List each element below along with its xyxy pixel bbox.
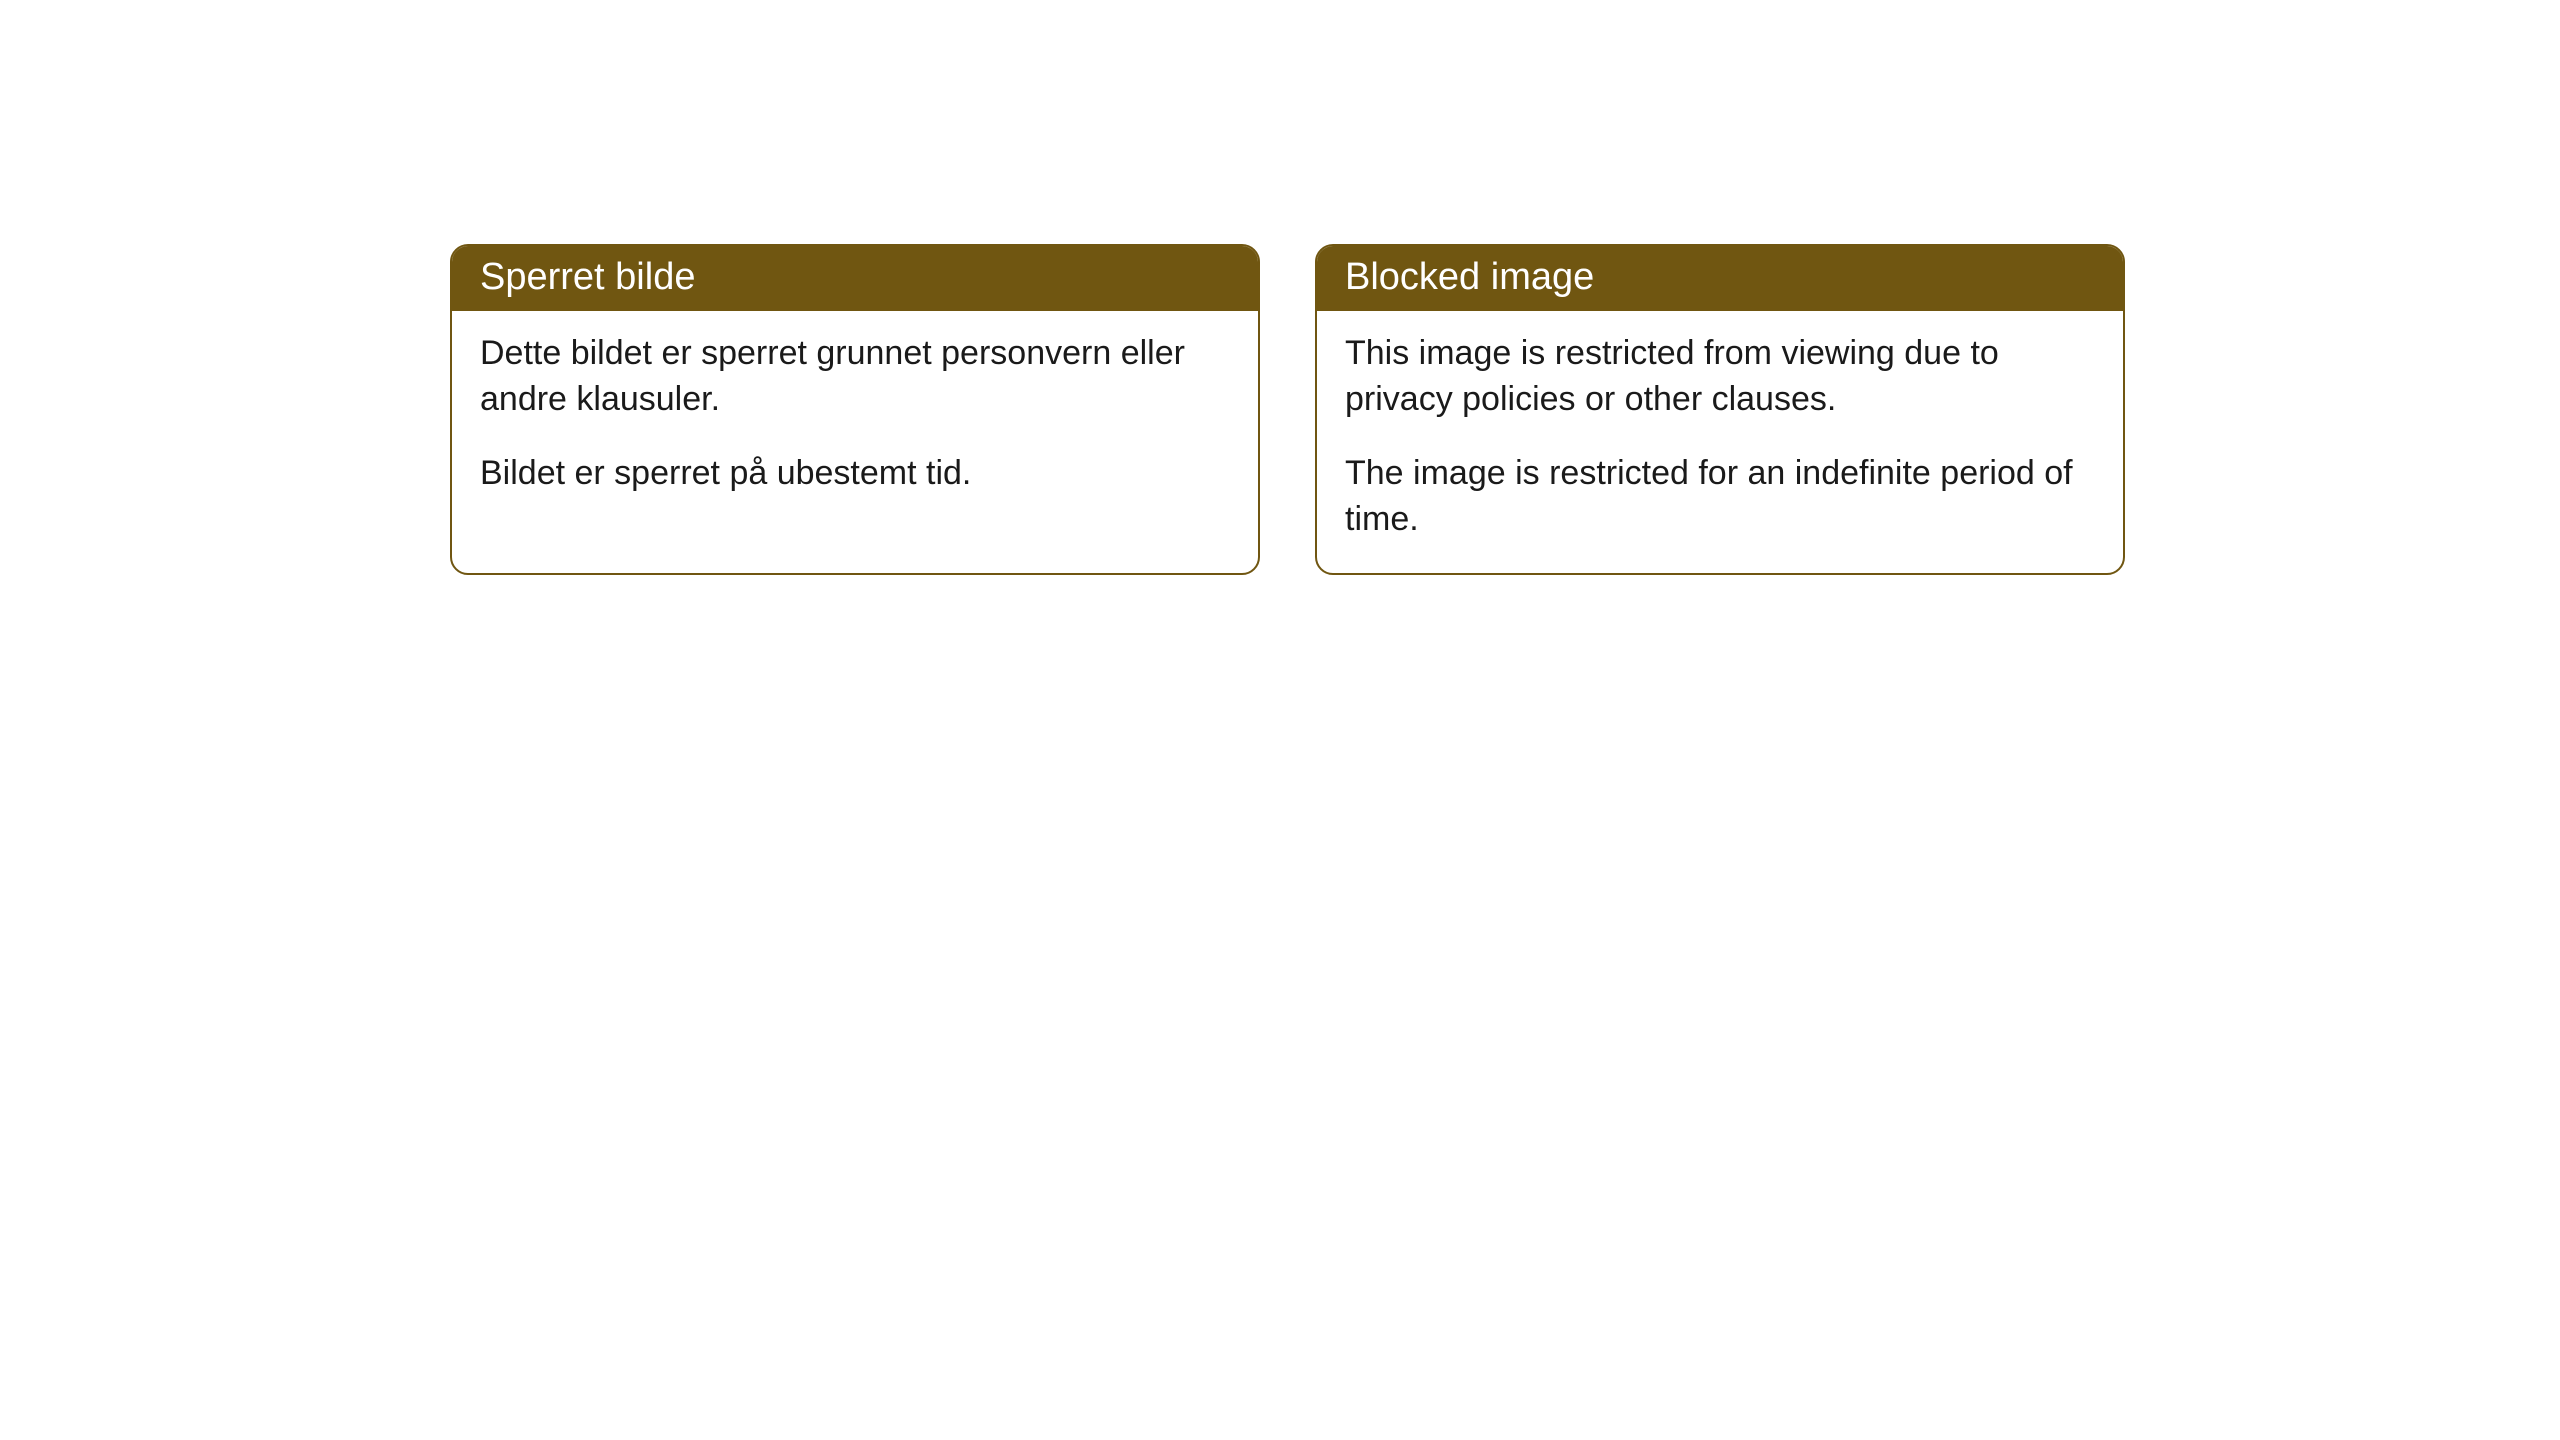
- card-body-en: This image is restricted from viewing du…: [1317, 311, 2123, 573]
- card-header-en: Blocked image: [1317, 246, 2123, 311]
- card-title-no: Sperret bilde: [480, 256, 695, 298]
- card-title-en: Blocked image: [1345, 256, 1594, 298]
- card-paragraph-no-1: Dette bildet er sperret grunnet personve…: [480, 331, 1230, 423]
- notice-cards-container: Sperret bilde Dette bildet er sperret gr…: [450, 244, 2125, 575]
- card-header-no: Sperret bilde: [452, 246, 1258, 311]
- blocked-image-card-no: Sperret bilde Dette bildet er sperret gr…: [450, 244, 1260, 575]
- card-body-no: Dette bildet er sperret grunnet personve…: [452, 311, 1258, 527]
- card-paragraph-en-1: This image is restricted from viewing du…: [1345, 331, 2095, 423]
- card-paragraph-en-2: The image is restricted for an indefinit…: [1345, 451, 2095, 543]
- card-paragraph-no-2: Bildet er sperret på ubestemt tid.: [480, 451, 1230, 497]
- blocked-image-card-en: Blocked image This image is restricted f…: [1315, 244, 2125, 575]
